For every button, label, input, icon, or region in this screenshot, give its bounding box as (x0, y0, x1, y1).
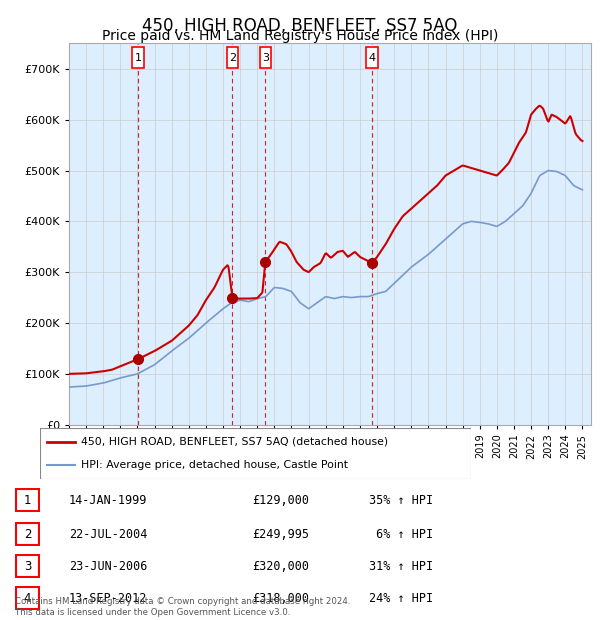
Text: 14-JAN-1999: 14-JAN-1999 (69, 494, 148, 507)
Text: 4: 4 (368, 53, 376, 63)
FancyBboxPatch shape (16, 489, 39, 511)
Text: 13-SEP-2012: 13-SEP-2012 (69, 591, 148, 604)
FancyBboxPatch shape (227, 47, 238, 68)
Text: £318,000: £318,000 (252, 591, 309, 604)
Text: £320,000: £320,000 (252, 559, 309, 572)
Text: 3: 3 (262, 53, 269, 63)
Text: £129,000: £129,000 (252, 494, 309, 507)
Text: 6% ↑ HPI: 6% ↑ HPI (369, 528, 433, 541)
Text: 31% ↑ HPI: 31% ↑ HPI (369, 559, 433, 572)
Text: 24% ↑ HPI: 24% ↑ HPI (369, 591, 433, 604)
Text: 35% ↑ HPI: 35% ↑ HPI (369, 494, 433, 507)
FancyBboxPatch shape (260, 47, 271, 68)
FancyBboxPatch shape (366, 47, 377, 68)
Text: £249,995: £249,995 (252, 528, 309, 541)
FancyBboxPatch shape (16, 523, 39, 545)
Text: 4: 4 (24, 591, 31, 604)
Text: 2: 2 (229, 53, 236, 63)
Text: 3: 3 (24, 559, 31, 572)
FancyBboxPatch shape (16, 587, 39, 609)
Text: HPI: Average price, detached house, Castle Point: HPI: Average price, detached house, Cast… (81, 460, 348, 470)
FancyBboxPatch shape (40, 428, 471, 479)
Text: 2: 2 (24, 528, 31, 541)
FancyBboxPatch shape (16, 555, 39, 577)
FancyBboxPatch shape (133, 47, 144, 68)
Text: 1: 1 (24, 494, 31, 507)
Text: Contains HM Land Registry data © Crown copyright and database right 2024.
This d: Contains HM Land Registry data © Crown c… (15, 598, 350, 617)
Text: 22-JUL-2004: 22-JUL-2004 (69, 528, 148, 541)
Text: 1: 1 (134, 53, 142, 63)
Text: 450, HIGH ROAD, BENFLEET, SS7 5AQ (detached house): 450, HIGH ROAD, BENFLEET, SS7 5AQ (detac… (81, 436, 388, 446)
Text: 450, HIGH ROAD, BENFLEET, SS7 5AQ: 450, HIGH ROAD, BENFLEET, SS7 5AQ (142, 17, 458, 35)
Text: Price paid vs. HM Land Registry's House Price Index (HPI): Price paid vs. HM Land Registry's House … (102, 29, 498, 43)
Text: 23-JUN-2006: 23-JUN-2006 (69, 559, 148, 572)
